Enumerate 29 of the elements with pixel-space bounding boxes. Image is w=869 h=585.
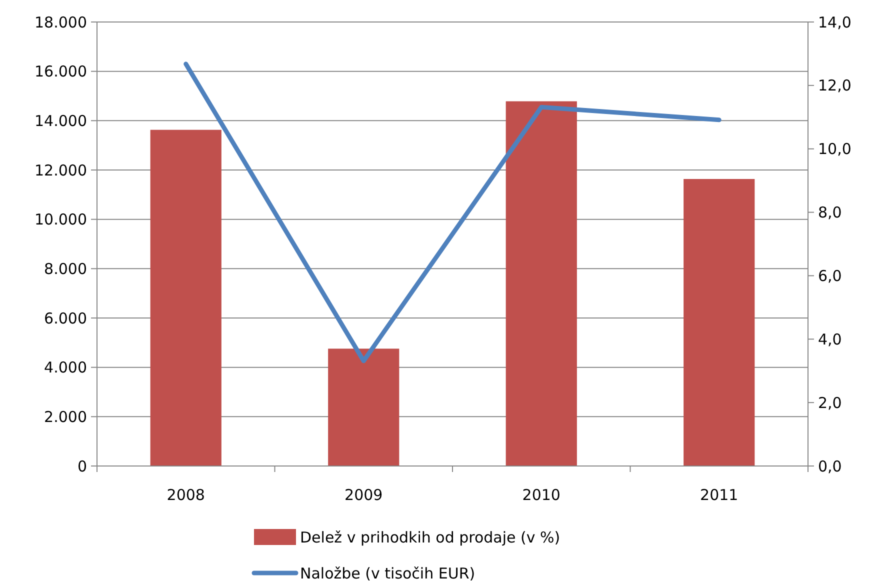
y2-tick-label: 12,0 — [818, 76, 852, 95]
y2-tick-label: 4,0 — [818, 330, 842, 348]
y2-tick-label: 0,0 — [818, 457, 842, 476]
bar — [506, 101, 577, 466]
x-tick-label: 2009 — [344, 486, 383, 504]
y-tick-label: 10.000 — [34, 210, 87, 229]
y-tick-label: 18.000 — [34, 13, 87, 32]
y-tick-label: 2.000 — [44, 408, 87, 426]
bar — [684, 178, 755, 466]
y2-tick-label: 2,0 — [818, 394, 842, 412]
y-tick-label: 6.000 — [44, 309, 87, 328]
y2-tick-label: 6,0 — [818, 266, 842, 285]
y-tick-label: 4.000 — [44, 358, 87, 377]
x-tick-label: 2010 — [522, 486, 560, 504]
y-tick-label: 12.000 — [34, 161, 87, 180]
legend-label: Naložbe (v tisočih EUR) — [300, 564, 476, 582]
bar — [150, 130, 222, 466]
x-tick-label: 2008 — [166, 486, 205, 504]
y-tick-label: 0 — [77, 457, 87, 476]
y-tick-label: 16.000 — [34, 62, 87, 81]
y2-tick-label: 8,0 — [818, 204, 842, 222]
y-tick-label: 14.000 — [34, 112, 87, 130]
y2-tick-label: 14,0 — [818, 13, 852, 32]
y-tick-label: 8.000 — [44, 260, 87, 278]
x-tick-label: 2011 — [700, 486, 738, 504]
legend-label: Delež v prihodkih od prodaje (v %) — [300, 528, 560, 546]
y2-tick-label: 10,0 — [818, 140, 852, 158]
bar — [328, 348, 400, 466]
line-series — [184, 62, 722, 364]
